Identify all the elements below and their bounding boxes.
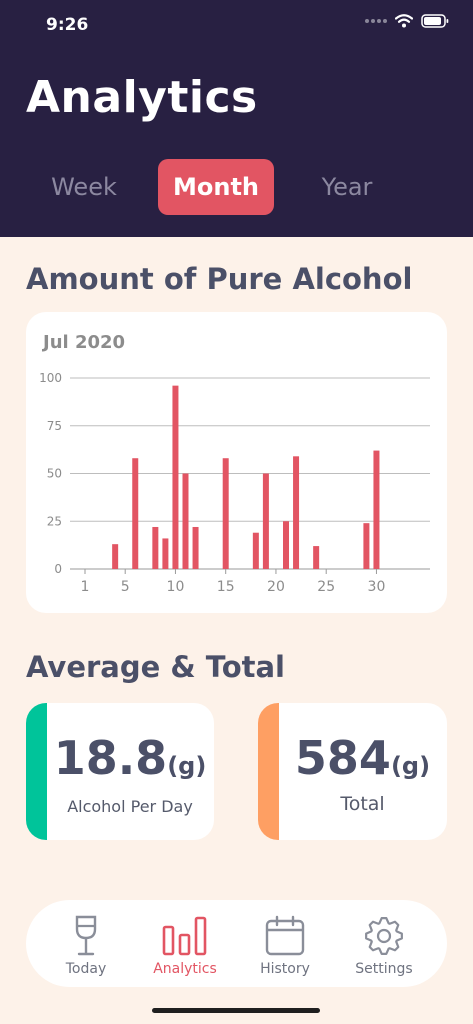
bar xyxy=(132,458,139,569)
total-unit: (g) xyxy=(390,752,431,780)
bar xyxy=(373,450,380,569)
total-label: Total xyxy=(340,793,385,815)
y-tick-label: 50 xyxy=(47,467,62,481)
x-tick-label: 25 xyxy=(317,579,335,595)
x-tick-label: 15 xyxy=(217,579,235,595)
nav-settings[interactable]: Settings xyxy=(334,900,434,987)
bar xyxy=(293,456,300,569)
average-label: Alcohol Per Day xyxy=(67,797,193,816)
average-unit: (g) xyxy=(167,752,207,780)
period-tabs: Week Month Year xyxy=(0,159,473,215)
bar xyxy=(182,473,189,569)
average-value: 18.8(g) xyxy=(26,731,214,785)
nav-today-label: Today xyxy=(65,961,107,977)
bar xyxy=(283,521,289,569)
nav-analytics[interactable]: Analytics xyxy=(135,900,235,987)
bar xyxy=(152,526,159,569)
bar xyxy=(192,526,199,569)
nav-history-label: History xyxy=(260,961,310,977)
calendar-icon xyxy=(265,915,305,956)
summary-section-title: Average & Total xyxy=(26,650,285,684)
nav-analytics-label: Analytics xyxy=(153,961,217,977)
total-accent-bar xyxy=(258,703,279,840)
bar xyxy=(313,546,320,569)
x-tick-label: 10 xyxy=(167,579,185,595)
gear-icon xyxy=(365,917,403,955)
x-tick-label: 30 xyxy=(368,579,386,595)
battery-icon xyxy=(421,14,449,28)
nav-history[interactable]: History xyxy=(235,900,335,987)
y-tick-label: 75 xyxy=(47,419,62,433)
x-tick-label: 20 xyxy=(267,579,285,595)
bar xyxy=(112,544,119,569)
bar xyxy=(172,385,179,569)
chart-card: Jul 2020 0 25 50 75 100 1 5 10 15 20 25 30 xyxy=(26,312,447,613)
home-indicator xyxy=(152,1008,320,1013)
x-tick-label: 1 xyxy=(81,579,90,595)
y-tick-label: 0 xyxy=(54,562,62,576)
wifi-icon xyxy=(395,14,413,28)
wine-glass-icon xyxy=(75,915,97,956)
total-value: 584(g) xyxy=(258,731,447,785)
bar xyxy=(262,473,269,569)
average-card: 18.8(g) Alcohol Per Day xyxy=(26,703,214,840)
tab-month[interactable]: Month xyxy=(158,159,274,215)
page-title: Analytics xyxy=(26,72,258,123)
tab-week[interactable]: Week xyxy=(51,173,117,201)
bar xyxy=(222,458,229,569)
total-number: 584 xyxy=(294,731,391,785)
x-tick-label: 5 xyxy=(121,579,130,595)
bar xyxy=(162,538,169,569)
status-icons xyxy=(365,14,449,28)
header: 9:26 Analytics Week Month Year xyxy=(0,0,473,237)
bar-chart-icon xyxy=(162,916,207,956)
tab-year[interactable]: Year xyxy=(321,173,373,201)
chart-title: Jul 2020 xyxy=(43,332,126,353)
cellular-dots-icon xyxy=(365,19,387,23)
nav-settings-label: Settings xyxy=(355,961,413,977)
bar xyxy=(363,523,370,569)
total-card: 584(g) Total xyxy=(258,703,447,840)
average-number: 18.8 xyxy=(53,731,168,785)
y-tick-label: 100 xyxy=(39,371,62,385)
average-accent-bar xyxy=(26,703,47,840)
nav-today[interactable]: Today xyxy=(36,900,136,987)
y-tick-label: 25 xyxy=(47,514,62,528)
bar xyxy=(252,532,259,569)
status-time: 9:26 xyxy=(46,15,89,35)
chart-section-title: Amount of Pure Alcohol xyxy=(26,262,413,296)
bottom-nav: Today Analytics History Settings xyxy=(26,900,447,987)
